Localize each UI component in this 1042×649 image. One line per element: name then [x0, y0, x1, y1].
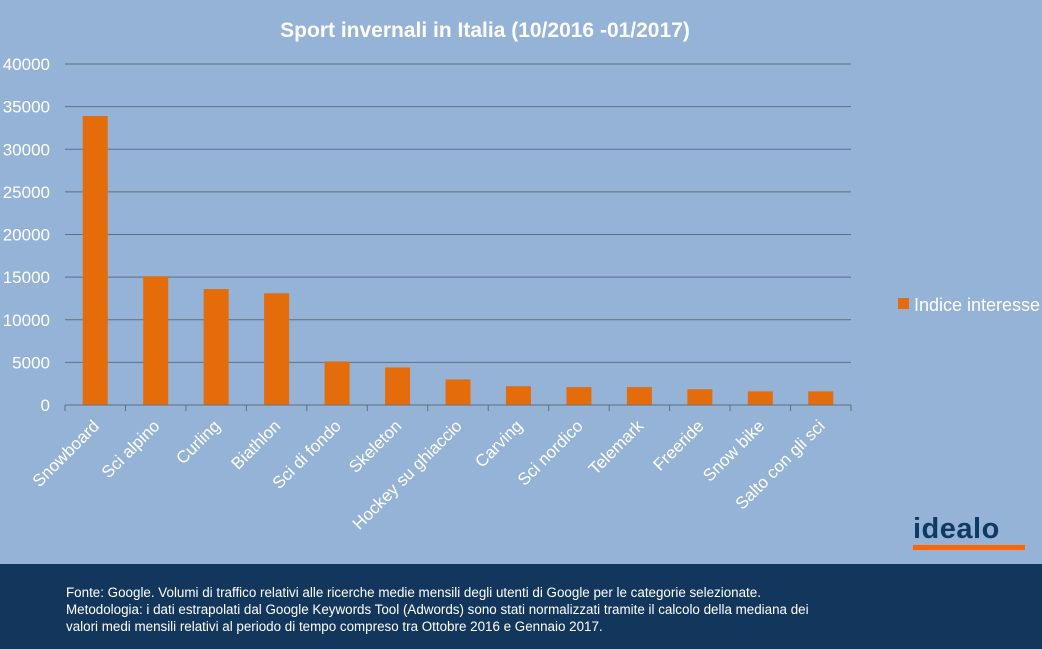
y-tick-label: 5000 — [12, 353, 50, 372]
bar-skeleton — [385, 367, 411, 405]
x-tick-label: Telemark — [585, 416, 648, 479]
legend-label: Indice interesse — [914, 295, 1040, 315]
bars — [82, 116, 834, 405]
bar-sci-alpino — [143, 276, 169, 405]
x-tick-label: Curling — [172, 416, 224, 468]
y-tick-label: 15000 — [3, 268, 50, 287]
bar-telemark — [626, 387, 652, 405]
y-tick-label: 25000 — [3, 183, 50, 202]
legend: Indice interesse — [898, 295, 1040, 315]
x-tick-label: Sci alpino — [98, 416, 164, 482]
footer: Fonte: Google. Volumi di traffico relati… — [0, 564, 1042, 649]
footer-methodology-line: Metodologia: i dati estrapolati dal Goog… — [66, 602, 809, 617]
idealo-logo: idealo — [913, 514, 1025, 552]
y-tick-label: 10000 — [3, 311, 50, 330]
y-tick-label: 20000 — [3, 226, 50, 245]
bar-freeride — [687, 389, 713, 405]
x-tick-label: Biathlon — [228, 416, 285, 473]
y-axis-ticks: 0 5000 10000 15000 20000 25000 30000 35000 40000 — [3, 55, 50, 415]
bar-snowboard — [82, 116, 108, 405]
bar-snow-bike — [747, 391, 773, 405]
x-tick-label: Snowboard — [29, 416, 103, 490]
bar-sci-nordico — [566, 387, 592, 405]
gridlines — [65, 63, 851, 363]
footer-source-line: Fonte: Google. Volumi di traffico relati… — [66, 585, 761, 600]
bar-salto-con-gli-sci — [808, 391, 834, 405]
bar-biathlon — [264, 293, 290, 405]
bar-curling — [203, 289, 229, 405]
bar-chart: Sport invernali in Italia (10/2016 -01/2… — [3, 19, 1040, 533]
bar-hockey-su-ghiaccio — [445, 379, 471, 405]
x-tick-label: Freeride — [649, 416, 707, 474]
chart-title: Sport invernali in Italia (10/2016 -01/2… — [280, 19, 690, 42]
y-tick-label: 0 — [41, 396, 50, 415]
legend-swatch — [898, 298, 909, 309]
logo-underline — [913, 545, 1025, 550]
x-tick-label: Sci nordico — [514, 416, 587, 489]
y-tick-label: 35000 — [3, 98, 50, 117]
x-tick-label: Skeleton — [345, 416, 405, 476]
y-tick-label: 40000 — [3, 55, 50, 74]
x-tick-label: Carving — [471, 416, 526, 471]
y-tick-label: 30000 — [3, 140, 50, 159]
footer-methodology-line-2: valori medi mensili relativi al periodo … — [66, 619, 603, 634]
logo-text: idealo — [913, 513, 1000, 545]
bar-carving — [505, 386, 531, 405]
x-tick-label: Hockey su ghiaccio — [349, 416, 466, 533]
footer-text: Fonte: Google. Volumi di traffico relati… — [66, 584, 966, 635]
bar-sci-di-fondo — [324, 361, 350, 405]
x-axis — [64, 404, 852, 411]
